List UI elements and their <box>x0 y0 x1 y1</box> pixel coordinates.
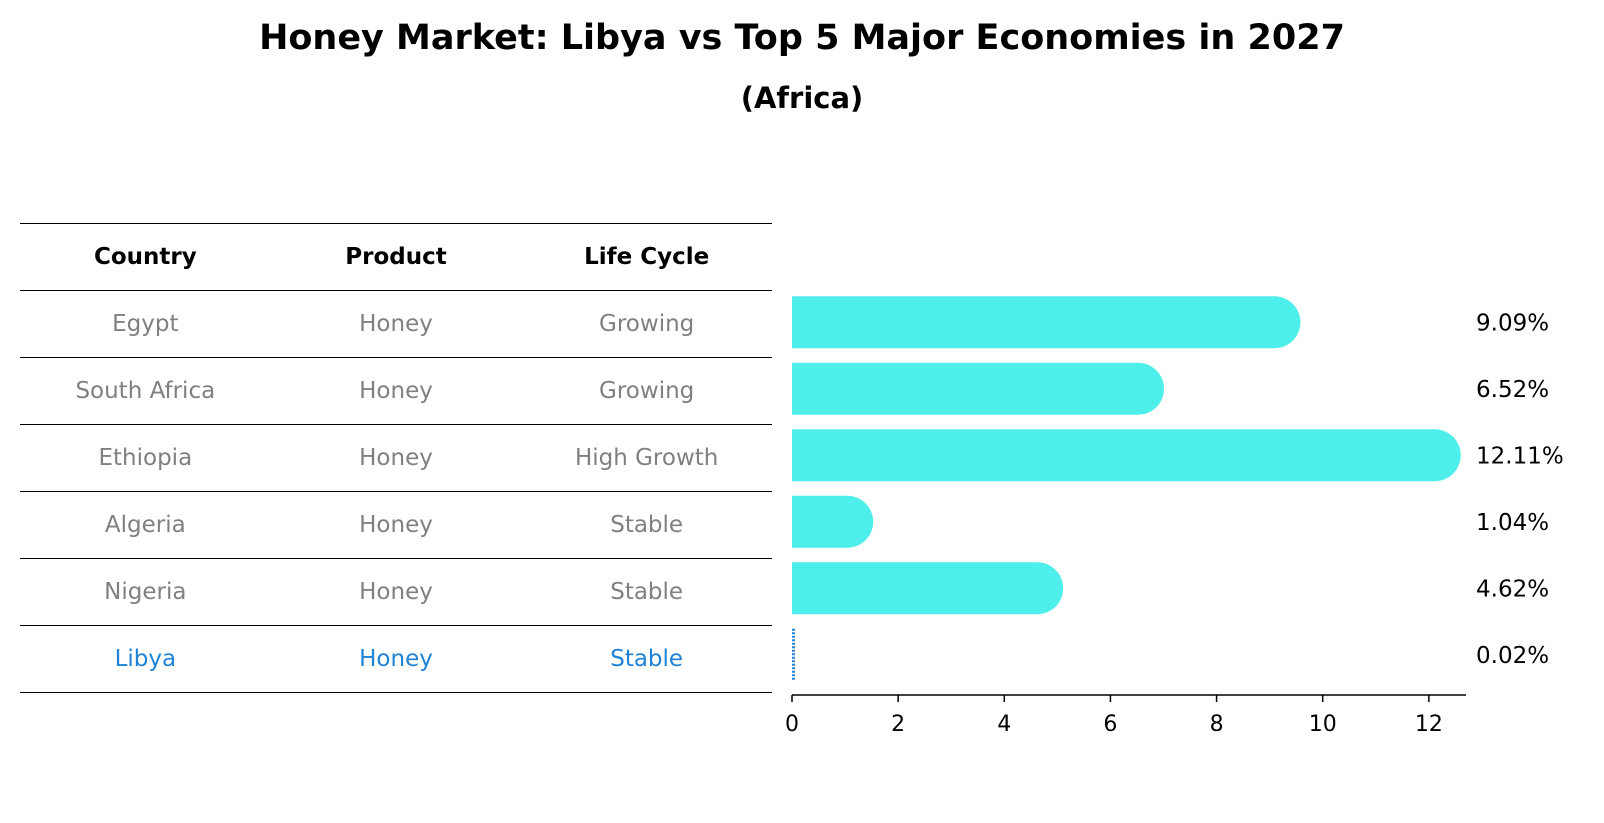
cell-country: Nigeria <box>20 558 271 626</box>
header-life-cycle: Life Cycle <box>521 223 772 291</box>
x-tick-label: 4 <box>997 712 1011 737</box>
cell-product: Honey <box>270 491 522 559</box>
x-tick-label: 12 <box>1415 712 1443 737</box>
cell-country: Ethiopia <box>20 424 271 492</box>
cell-country: Egypt <box>20 290 271 358</box>
value-label: 0.02% <box>1476 643 1549 669</box>
cell-country: South Africa <box>20 357 271 425</box>
x-tick-label: 2 <box>891 712 905 737</box>
value-label: 12.11% <box>1476 443 1564 469</box>
x-tick-label: 6 <box>1103 712 1117 737</box>
cell-product: Honey <box>270 424 522 492</box>
value-label: 9.09% <box>1476 310 1549 336</box>
bar <box>792 495 874 548</box>
bar <box>792 296 1301 349</box>
cell-life-cycle: Stable <box>521 558 772 626</box>
table-row: Ethiopia Honey High Growth <box>20 424 772 492</box>
data-table: Country Product Life Cycle Egypt Honey G… <box>20 223 772 693</box>
value-label: 1.04% <box>1476 510 1549 536</box>
table-row: Egypt Honey Growing <box>20 290 772 358</box>
cell-life-cycle: Growing <box>521 357 772 425</box>
chart-subtitle: (Africa) <box>740 81 864 115</box>
header-product: Product <box>270 223 522 291</box>
cell-product: Honey <box>270 558 522 626</box>
table-row: South Africa Honey Growing <box>20 357 772 425</box>
cell-life-cycle: Stable <box>521 625 772 693</box>
cell-life-cycle: Growing <box>521 290 772 358</box>
table-header-row: Country Product Life Cycle <box>20 223 772 291</box>
x-tick-label: 10 <box>1309 712 1337 737</box>
cell-country: Libya <box>20 625 271 693</box>
value-label: 4.62% <box>1476 576 1549 602</box>
cell-life-cycle: High Growth <box>521 424 772 492</box>
bar <box>792 362 1165 415</box>
table-row: Algeria Honey Stable <box>20 491 772 559</box>
chart-title: Honey Market: Libya vs Top 5 Major Econo… <box>259 18 1345 58</box>
cell-product: Honey <box>270 357 522 425</box>
table-row-highlighted: Libya Honey Stable <box>20 625 772 693</box>
bar <box>792 562 1064 615</box>
bar <box>792 429 1461 482</box>
table-row: Nigeria Honey Stable <box>20 558 772 626</box>
x-tick-label: 0 <box>785 712 799 737</box>
x-tick-label: 8 <box>1210 712 1224 737</box>
cell-product: Honey <box>270 290 522 358</box>
header-country: Country <box>20 223 271 291</box>
cell-product: Honey <box>270 625 522 693</box>
value-label: 6.52% <box>1476 377 1549 403</box>
cell-life-cycle: Stable <box>521 491 772 559</box>
cell-country: Algeria <box>20 491 271 559</box>
